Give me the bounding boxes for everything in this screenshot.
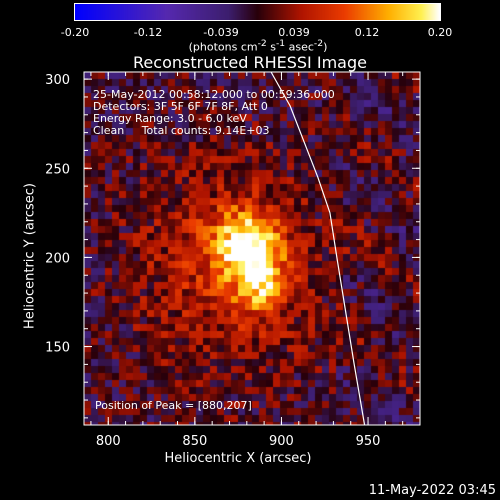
annotation-block: 25-May-2012 00:58:12.000 to 00:59:36.000… xyxy=(93,89,335,137)
colorbar xyxy=(74,3,441,21)
heatmap-image xyxy=(84,72,420,425)
x-tick-label: 850 xyxy=(182,434,207,449)
annotation-line: Detectors: 3F 5F 6F 7F 8F, Att 0 xyxy=(93,100,268,113)
peak-position-label: Position of Peak = [880,207] xyxy=(95,399,252,412)
y-tick-label: 200 xyxy=(45,251,70,266)
annotation-line: Energy Range: 3.0 - 6.0 keV xyxy=(93,112,247,125)
x-tick-label: 800 xyxy=(96,434,121,449)
y-tick-label: 150 xyxy=(45,341,70,356)
timestamp: 11-May-2022 03:45 xyxy=(368,483,496,498)
colorbar-tick-label: 0.039 xyxy=(278,26,310,39)
solar-limb-line xyxy=(270,71,366,426)
colorbar-tick-label: 0.12 xyxy=(354,26,380,39)
colorbar-tick-label: -0.12 xyxy=(133,26,163,39)
y-tick-label: 300 xyxy=(45,73,70,88)
annotation-line: 25-May-2012 00:58:12.000 to 00:59:36.000 xyxy=(93,88,335,101)
annotation-line: Clean Total counts: 9.14E+03 xyxy=(93,124,270,137)
colorbar-tick-label: 0.20 xyxy=(427,26,453,39)
y-axis-label: Heliocentric Y (arcsec) xyxy=(22,183,38,329)
colorbar-tick-label: -0.20 xyxy=(60,26,90,39)
colorbar-tick-label: -0.039 xyxy=(203,26,239,39)
chart-title: Reconstructed RHESSI Image xyxy=(133,53,367,72)
y-tick-label: 250 xyxy=(45,162,70,177)
plot-frame xyxy=(83,71,421,426)
x-axis-label: Heliocentric X (arcsec) xyxy=(164,451,312,466)
colorbar-unit: (photons cm-2 s-1 asec-2) xyxy=(188,38,328,54)
x-tick-label: 950 xyxy=(356,434,381,449)
x-tick-label: 900 xyxy=(269,434,294,449)
